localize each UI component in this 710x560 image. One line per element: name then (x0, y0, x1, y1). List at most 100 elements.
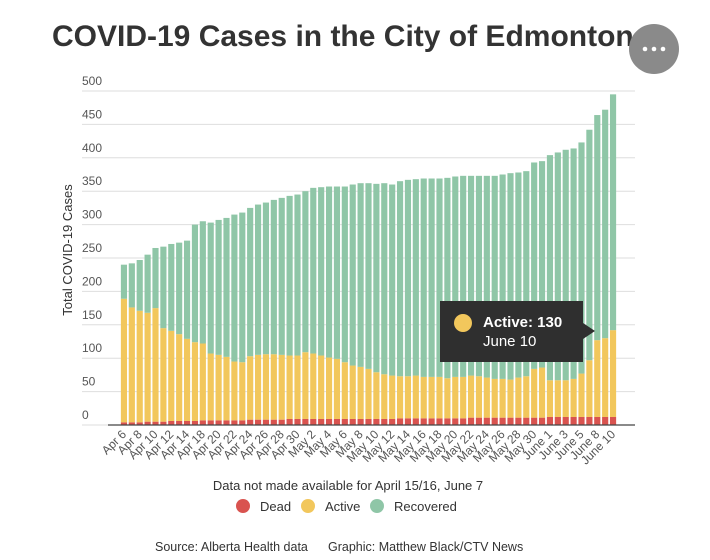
bar-segment (531, 417, 538, 425)
bar-segment (460, 418, 467, 425)
legend-swatch (370, 499, 384, 513)
bar-segment (176, 242, 183, 335)
bar-segment (562, 380, 569, 417)
bar-segment (531, 368, 538, 418)
bar-segment (152, 308, 159, 422)
bar-segment (325, 186, 333, 358)
y-tick-label: 100 (82, 341, 102, 355)
bar-segment (412, 179, 419, 376)
bar-segment (570, 148, 577, 379)
bar-segment (160, 246, 167, 329)
bar-segment (460, 376, 467, 419)
bar-segment (586, 416, 593, 425)
bar-segment (554, 380, 561, 417)
tooltip-arrow (583, 323, 595, 339)
bar-segment (428, 178, 435, 377)
bar-segment (523, 376, 530, 418)
bar-segment (286, 195, 293, 356)
bar-segment (349, 365, 356, 419)
bar-segment (215, 420, 222, 425)
bar-segment (602, 338, 609, 417)
bar-segment (594, 340, 601, 417)
note: Data not made available for April 15/16,… (213, 478, 483, 493)
bar-segment (191, 224, 199, 343)
bar-segment (404, 179, 412, 377)
legend-label: Dead (260, 499, 291, 514)
bar-segment (609, 416, 617, 425)
bar-segment (120, 264, 128, 299)
bar-segment (160, 421, 167, 425)
bar-segment (341, 418, 348, 425)
bar-segment (420, 178, 427, 377)
bar-segment (578, 142, 585, 374)
bar-segment (562, 416, 569, 425)
bar-segment (333, 358, 341, 419)
bar-segment (515, 377, 522, 418)
legend-label: Recovered (394, 499, 457, 514)
y-tick-label: 250 (82, 241, 102, 255)
bar-segment (136, 260, 143, 311)
bar-segment (270, 354, 277, 420)
bar-segment (428, 418, 435, 425)
bar-segment (239, 362, 246, 421)
bar-segment (436, 418, 443, 425)
bar-segment (412, 375, 419, 419)
bar-segment (460, 175, 467, 377)
y-tick-label: 150 (82, 308, 102, 322)
bar-segment (531, 162, 538, 369)
bar-segment (562, 149, 569, 381)
bar-segment (207, 353, 214, 421)
y-tick-label: 300 (82, 208, 102, 222)
bar-segment (538, 367, 546, 418)
bar-segment (602, 416, 609, 425)
bar-segment (278, 419, 285, 425)
bar-segment (325, 357, 333, 419)
bar-segment (310, 353, 317, 419)
bar-segment (523, 171, 530, 377)
bar-segment (318, 355, 325, 419)
bar-segment (302, 418, 309, 425)
bar-segment (594, 115, 601, 341)
bar-segment (144, 312, 151, 422)
bar-segment (365, 368, 372, 419)
bar-segment (176, 420, 183, 425)
tooltip-box (440, 301, 583, 362)
bar-segment (278, 354, 285, 420)
bar-segment (475, 175, 483, 377)
bar-segment (168, 243, 175, 331)
bar-segment (152, 421, 159, 425)
bar-segment (333, 418, 341, 425)
bar-segment (507, 417, 514, 425)
bar-segment (515, 417, 522, 425)
bar-segment (452, 176, 459, 377)
bar-segment (389, 375, 396, 419)
menu-dot (660, 46, 666, 52)
bar-segment (278, 197, 285, 355)
bar-segment (381, 418, 388, 425)
bar-segment (475, 376, 483, 418)
bar-segment (546, 416, 554, 425)
bar-segment (231, 420, 238, 425)
bar-segment (452, 418, 459, 425)
bar-segment (341, 186, 348, 363)
y-tick-label: 500 (82, 74, 102, 88)
bar-segment (609, 94, 617, 331)
bar-segment (357, 418, 364, 425)
bar-segment (128, 263, 135, 308)
bar-segment (499, 174, 506, 379)
bar-segment (381, 374, 388, 419)
bar-segment (554, 152, 561, 381)
y-tick-label: 0 (82, 408, 89, 422)
y-tick-label: 200 (82, 274, 102, 288)
bar-segment (570, 378, 577, 417)
bar-segment (578, 373, 585, 417)
bar-segment (262, 419, 270, 425)
bar-segment (396, 376, 404, 419)
bar-segment (499, 417, 506, 425)
bar-segment (223, 217, 230, 357)
bar-segment (191, 420, 199, 425)
bar-segment (365, 183, 372, 369)
y-tick-label: 50 (82, 375, 96, 389)
bar-segment (515, 172, 522, 378)
bar-segment (262, 202, 270, 355)
